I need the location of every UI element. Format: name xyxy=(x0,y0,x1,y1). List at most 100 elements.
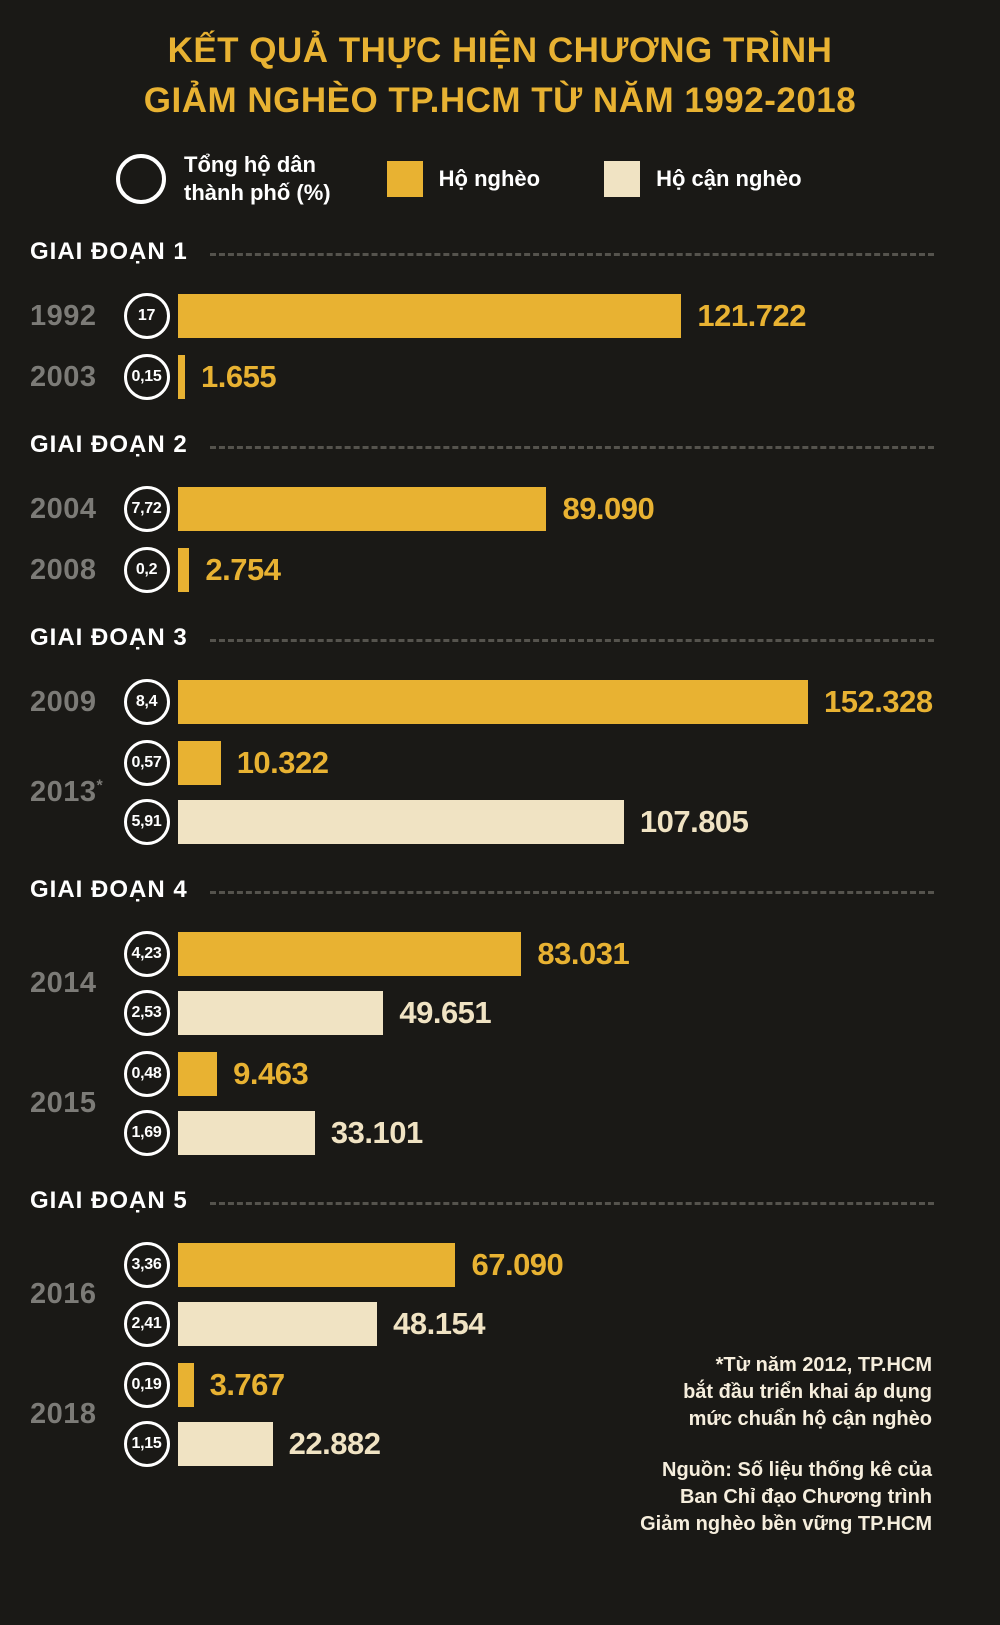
total-households-percent-circle: 0,48 xyxy=(123,1051,170,1098)
section-dashed-line xyxy=(209,1201,934,1205)
poor-swatch-icon xyxy=(386,160,423,197)
total-households-percent-circle: 0,15 xyxy=(123,354,170,401)
poor-bar xyxy=(178,741,221,786)
total-households-percent-circle: 0,57 xyxy=(123,740,170,787)
section-dashed-line xyxy=(209,445,934,449)
total-households-percent-circle: 0,2 xyxy=(123,547,170,594)
bar-rows: 7,72 89.090 xyxy=(115,486,655,533)
total-households-percent-circle: 8,4 xyxy=(123,679,170,726)
total-households-percent-circle: 2,41 xyxy=(123,1301,170,1348)
year-group: 2009 8,4 152.328 xyxy=(30,679,1000,726)
year-group: 2018 0,19 3.767 1,15 22.882 xyxy=(30,1362,1000,1468)
circle-cell: 1,15 xyxy=(115,1421,178,1468)
bar-row: 4,23 83.031 xyxy=(115,931,630,978)
circle-cell: 7,72 xyxy=(115,486,178,533)
bar-rows: 3,36 67.090 2,41 48.154 xyxy=(115,1242,564,1348)
bar-row: 8,4 152.328 xyxy=(115,679,933,726)
year-group: 2004 7,72 89.090 xyxy=(30,486,1000,533)
legend: Tổng hộ dân thành phố (%) Hộ nghèo Hộ cậ… xyxy=(116,151,1000,206)
poor-bar xyxy=(178,355,185,400)
footnote-source: Nguồn: Số liệu thống kê của Ban Chỉ đạo … xyxy=(640,1459,932,1535)
bar-rows: 0,19 3.767 1,15 22.882 xyxy=(115,1362,381,1468)
year-group: 2015 0,48 9.463 1,69 33.101 xyxy=(30,1051,1000,1157)
chart-title: KẾT QUẢ THỰC HIỆN CHƯƠNG TRÌNH GIẢM NGHÈ… xyxy=(0,0,1000,125)
bar-value-label: 10.322 xyxy=(236,745,329,781)
year-label: 2003 xyxy=(30,360,97,393)
section-header: GIAI ĐOẠN 4 xyxy=(30,876,1000,904)
year-label: 2018 xyxy=(30,1398,97,1431)
bar-value-label: 152.328 xyxy=(824,684,933,720)
bar-row: 2,53 49.651 xyxy=(115,990,629,1037)
circle-cell: 5,91 xyxy=(115,799,178,846)
total-households-circle-icon xyxy=(116,153,166,204)
near-poor-bar xyxy=(178,991,384,1036)
chart-sections: GIAI ĐOẠN 1 1992 17 121.722 2003 0,15 1.655 GIA… xyxy=(0,238,1000,1468)
bar-row: 0,48 9.463 xyxy=(115,1051,423,1098)
section-header: GIAI ĐOẠN 3 xyxy=(30,624,1000,652)
year-group: 1992 17 121.722 xyxy=(30,293,1000,340)
bar-value-label: 49.651 xyxy=(399,995,492,1031)
chart-title-line1: KẾT QUẢ THỰC HIỆN CHƯƠNG TRÌNH xyxy=(167,31,833,70)
bar-rows: 0,48 9.463 1,69 33.101 xyxy=(115,1051,423,1157)
section-title: GIAI ĐOẠN 1 xyxy=(30,238,188,266)
year-label: 2016 xyxy=(30,1278,97,1311)
year-label: 2008 xyxy=(30,553,97,586)
bar-rows: 4,23 83.031 2,53 49.651 xyxy=(115,931,630,1037)
near-poor-bar xyxy=(178,1111,315,1156)
year-label: 1992 xyxy=(30,299,97,332)
year-label: 2013* xyxy=(30,776,104,809)
bar-row: 0,15 1.655 xyxy=(115,354,277,401)
bar-rows: 17 121.722 xyxy=(115,293,806,340)
near-poor-bar xyxy=(178,800,624,845)
circle-cell: 2,41 xyxy=(115,1301,178,1348)
circle-cell: 8,4 xyxy=(115,679,178,726)
year-group: 2008 0,2 2.754 xyxy=(30,547,1000,594)
poor-bar xyxy=(178,487,547,532)
total-households-percent-circle: 1,69 xyxy=(123,1110,170,1157)
circle-cell: 4,23 xyxy=(115,931,178,978)
total-households-percent-circle: 3,36 xyxy=(123,1242,170,1289)
bar-row: 7,72 89.090 xyxy=(115,486,655,533)
bar-row: 3,36 67.090 xyxy=(115,1242,564,1289)
section-title: GIAI ĐOẠN 4 xyxy=(30,876,188,904)
year-group: 2013* 0,57 10.322 5,91 107.805 xyxy=(30,740,1000,846)
near-poor-swatch-icon xyxy=(604,160,641,197)
legend-poor-label: Hộ nghèo xyxy=(438,165,541,191)
circle-cell: 0,57 xyxy=(115,740,178,787)
bar-value-label: 3.767 xyxy=(209,1367,286,1403)
year-group: 2014 4,23 83.031 2,53 49.651 xyxy=(30,931,1000,1037)
bar-row: 0,19 3.767 xyxy=(115,1362,380,1409)
section-dashed-line xyxy=(209,252,934,256)
poor-bar xyxy=(178,680,808,725)
bar-row: 2,41 48.154 xyxy=(115,1301,563,1348)
year-label: 2015 xyxy=(30,1087,97,1120)
circle-cell: 17 xyxy=(115,293,178,340)
bar-rows: 0,15 1.655 xyxy=(115,354,277,401)
bar-row: 0,2 2.754 xyxy=(115,547,281,594)
poor-bar xyxy=(178,932,522,977)
legend-total-label: Tổng hộ dân thành phố (%) xyxy=(184,152,331,205)
circle-cell: 0,15 xyxy=(115,354,178,401)
section-title: GIAI ĐOẠN 5 xyxy=(30,1187,188,1215)
circle-cell: 1,69 xyxy=(115,1110,178,1157)
poor-bar xyxy=(178,294,682,339)
poor-bar xyxy=(178,1243,456,1288)
bar-value-label: 107.805 xyxy=(639,804,749,840)
circle-cell: 0,2 xyxy=(115,547,178,594)
total-households-percent-circle: 0,19 xyxy=(123,1362,170,1409)
year-group: 2003 0,15 1.655 xyxy=(30,354,1000,401)
total-households-percent-circle: 7,72 xyxy=(123,486,170,533)
infographic: KẾT QUẢ THỰC HIỆN CHƯƠNG TRÌNH GIẢM NGHÈ… xyxy=(0,0,1000,1535)
circle-cell: 0,19 xyxy=(115,1362,178,1409)
bar-value-label: 83.031 xyxy=(537,936,630,972)
chart-section: GIAI ĐOẠN 1 1992 17 121.722 2003 0,15 1.655 xyxy=(30,238,1000,401)
total-households-percent-circle: 5,91 xyxy=(123,799,170,846)
chart-section: GIAI ĐOẠN 5 2016 3,36 67.090 2,41 48.154 2018 0… xyxy=(30,1187,1000,1468)
bar-value-label: 33.101 xyxy=(330,1115,423,1151)
bar-row: 0,57 10.322 xyxy=(115,740,748,787)
year-label: 2009 xyxy=(30,685,97,718)
footnote-note: *Từ năm 2012, TP.HCM bắt đầu triển khai … xyxy=(683,1354,932,1430)
bar-value-label: 2.754 xyxy=(205,552,281,588)
chart-section: GIAI ĐOẠN 3 2009 8,4 152.328 2013* 0,57 10.322… xyxy=(30,624,1000,846)
bar-row: 17 121.722 xyxy=(115,293,806,340)
